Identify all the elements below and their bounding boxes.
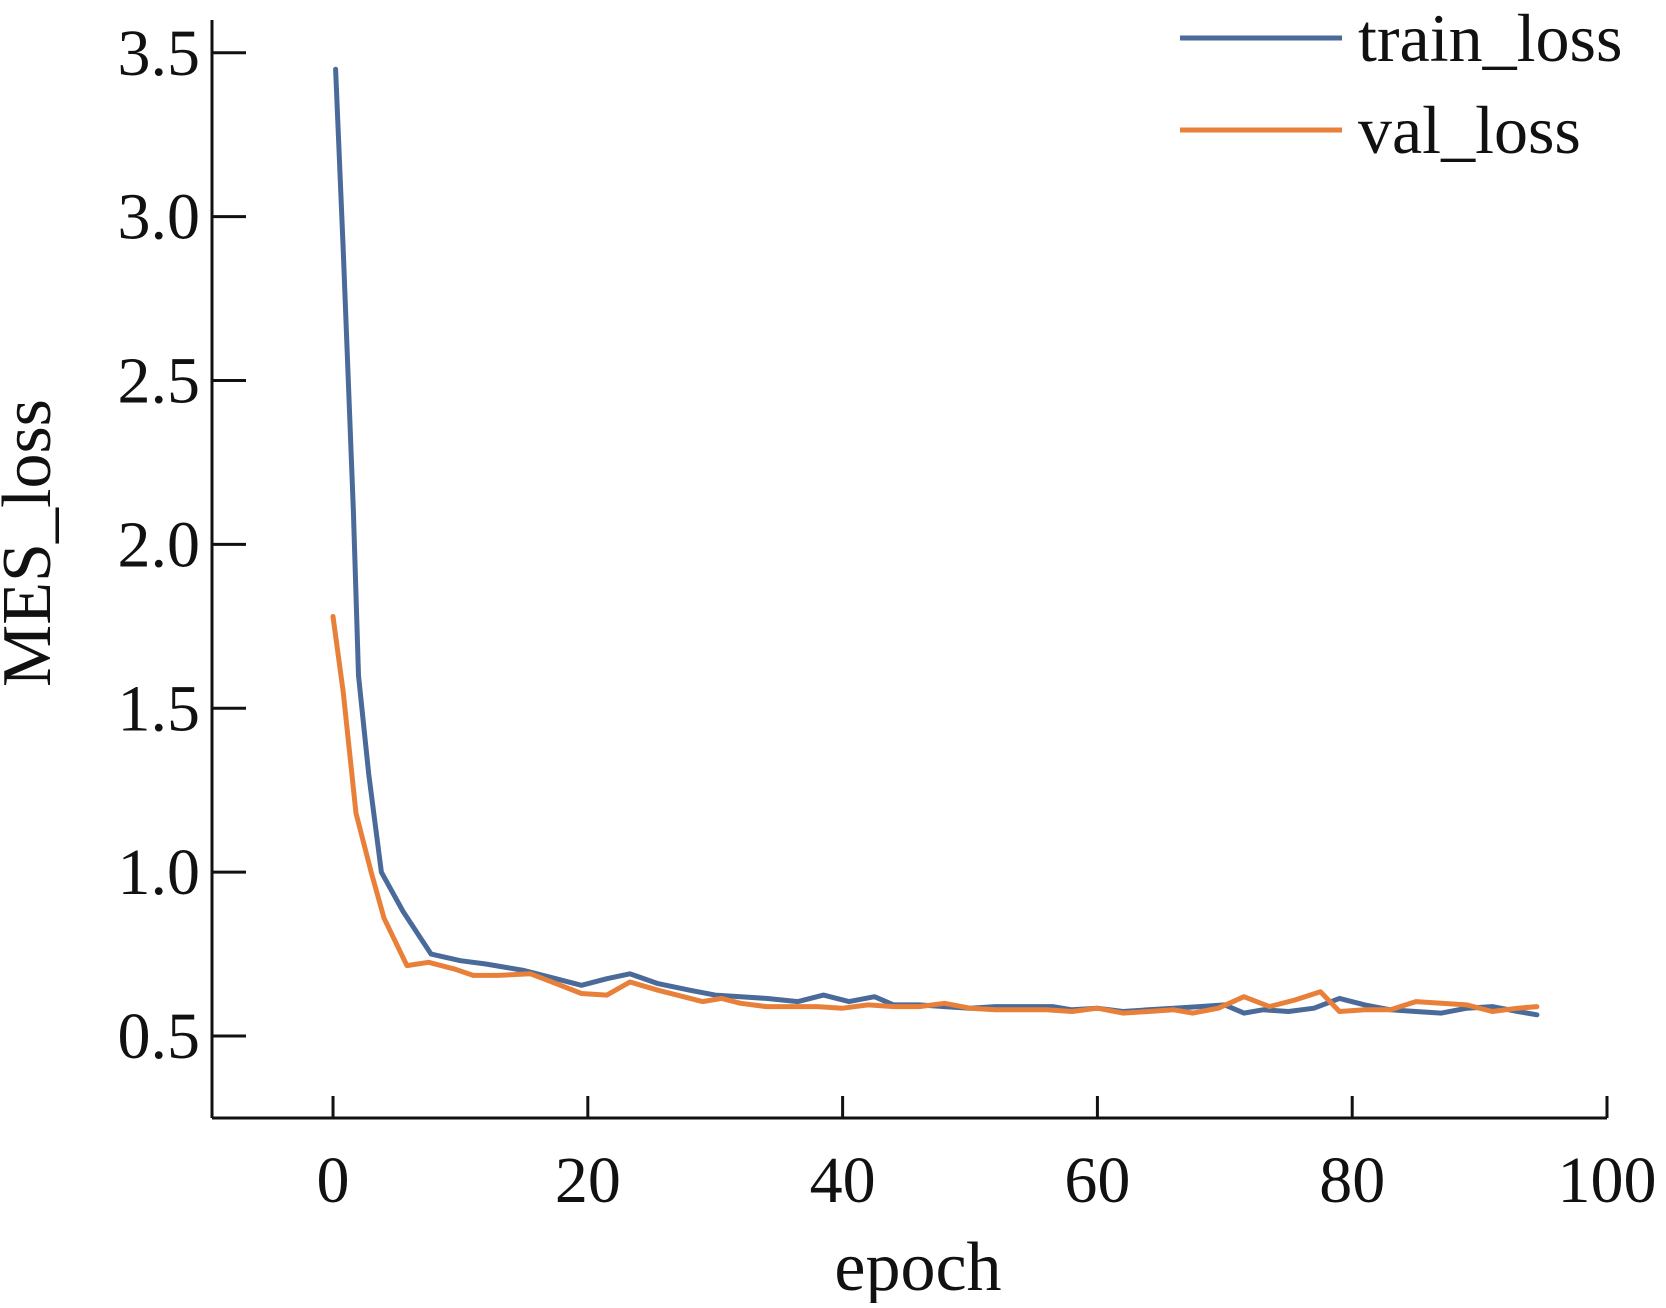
y-tick-label: 0.5 xyxy=(118,1000,201,1073)
x-axis-title: epoch xyxy=(834,1229,1001,1303)
y-tick-label: 1.5 xyxy=(118,672,201,745)
y-tick-label: 1.0 xyxy=(118,836,201,909)
x-tick-label: 20 xyxy=(555,1144,621,1217)
legend-label: train_loss xyxy=(1358,0,1622,76)
series-line-val-loss xyxy=(330,614,1540,1016)
y-tick-label: 3.5 xyxy=(118,17,201,90)
legend: train_loss val_loss xyxy=(1180,0,1622,168)
x-tick-label: 40 xyxy=(810,1144,876,1217)
series-lines xyxy=(330,66,1540,1018)
x-tick-label: 100 xyxy=(1558,1144,1657,1217)
series-line-train-loss xyxy=(333,66,1540,1018)
axes: 0.5 1.0 1.5 2.0 2.5 3.0 3.5 0 20 40 60 80 100 xyxy=(118,17,1657,1217)
y-tick-label: 2.5 xyxy=(118,345,201,418)
y-tick-label: 2.0 xyxy=(118,508,201,581)
y-tick-label: 3.0 xyxy=(118,181,201,254)
legend-label: val_loss xyxy=(1358,92,1581,168)
x-tick-label: 60 xyxy=(1064,1144,1130,1217)
x-tick-label: 0 xyxy=(317,1144,350,1217)
x-tick-label: 80 xyxy=(1319,1144,1385,1217)
y-axis-title: MES_loss xyxy=(0,399,66,687)
